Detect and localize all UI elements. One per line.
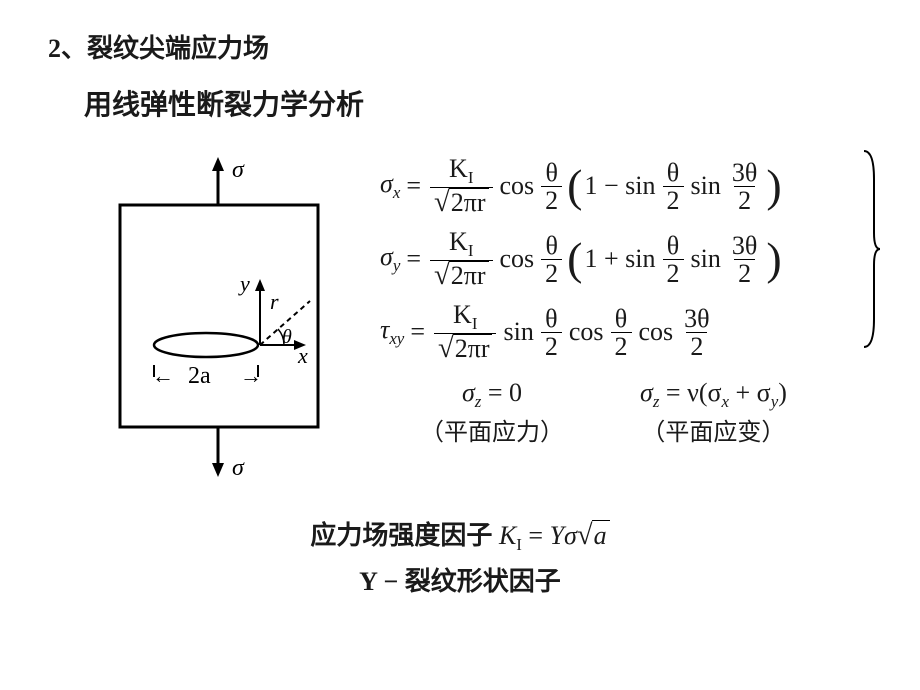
- plane-stress-cond: σz = 0 （平面应力）: [420, 378, 564, 447]
- equals: =: [410, 317, 425, 347]
- subtitle: 用线弹性断裂力学分析: [84, 83, 872, 123]
- theta-half-2: θ2: [663, 232, 684, 288]
- dim-arrow-r: →: [240, 363, 262, 388]
- stress-intensity-factor: 应力场强度因子 KI = Yσ√a: [48, 515, 872, 555]
- y-axis-label: y: [238, 271, 250, 296]
- theta-half-2: θ2: [611, 305, 632, 361]
- op-sin: sin: [503, 317, 533, 347]
- r-label: r: [270, 289, 279, 314]
- plane-strain-label: （平面应变）: [640, 412, 787, 447]
- factor-label: 应力场强度因子: [310, 521, 499, 550]
- three-theta-half: 3θ2: [728, 232, 761, 288]
- section-heading: 2、裂纹尖端应力场: [48, 28, 872, 65]
- equations-block: σx = KI √2πr cos θ2 ( 1 − sin θ2 sin 3θ2…: [380, 137, 872, 447]
- paren-term: 1 + sin: [585, 244, 656, 274]
- section-sep: 、: [61, 34, 87, 63]
- KI-over-sqrt: KI √2πr: [434, 301, 497, 364]
- op-sin2: sin: [691, 171, 721, 201]
- lhs: σy: [380, 242, 400, 276]
- sigma-bottom-label: σ: [232, 455, 245, 481]
- Y-definition: Y − 裂纹形状因子: [48, 561, 872, 598]
- KI-over-sqrt: KI √2πr: [430, 228, 493, 291]
- right-brace-icon: [860, 149, 882, 349]
- theta-half-1: θ2: [541, 305, 562, 361]
- section-title: 裂纹尖端应力场: [87, 34, 269, 63]
- theta-label: θ: [282, 326, 292, 348]
- plane-stress-label: （平面应力）: [420, 412, 564, 447]
- op-cos: cos: [500, 171, 535, 201]
- theta-half-1: θ2: [541, 159, 562, 215]
- equation-tau-xy: τxy = KI √2πr sin θ2 cos θ2 cos 3θ2: [380, 301, 872, 364]
- op-cos2: cos: [569, 317, 604, 347]
- equals: =: [406, 244, 421, 274]
- KI-over-sqrt: KI √2πr: [430, 155, 493, 218]
- theta-half-2: θ2: [663, 159, 684, 215]
- x-axis-label: x: [297, 343, 308, 368]
- three-theta-half: 3θ2: [680, 305, 713, 361]
- op-sin2: sin: [691, 244, 721, 274]
- sigma-top-label: σ: [232, 157, 245, 183]
- lhs: τxy: [380, 315, 404, 349]
- theta-half-1: θ2: [541, 232, 562, 288]
- conditions-row: σz = 0 （平面应力） σz = ν(σx + σy) （平面应变）: [420, 378, 872, 447]
- three-theta-half: 3θ2: [728, 159, 761, 215]
- section-number: 2: [48, 34, 61, 63]
- plane-strain-cond: σz = ν(σx + σy) （平面应变）: [640, 378, 787, 447]
- op-cos: cos: [500, 244, 535, 274]
- crack-width-label: 2a: [188, 363, 211, 389]
- equation-sigma-y: σy = KI √2πr cos θ2 ( 1 + sin θ2 sin 3θ2…: [380, 228, 872, 291]
- paren-term: 1 − sin: [585, 171, 656, 201]
- main-row: σ σ x y r θ ← 2a → σx =: [48, 137, 872, 487]
- equation-sigma-x: σx = KI √2πr cos θ2 ( 1 − sin θ2 sin 3θ2…: [380, 155, 872, 218]
- lhs: σx: [380, 169, 400, 203]
- specimen-box: [120, 205, 318, 427]
- equals: =: [406, 171, 421, 201]
- crack-diagram: σ σ x y r θ ← 2a →: [88, 147, 348, 487]
- op-cos3: cos: [639, 317, 674, 347]
- dim-arrow-l: ←: [152, 363, 174, 388]
